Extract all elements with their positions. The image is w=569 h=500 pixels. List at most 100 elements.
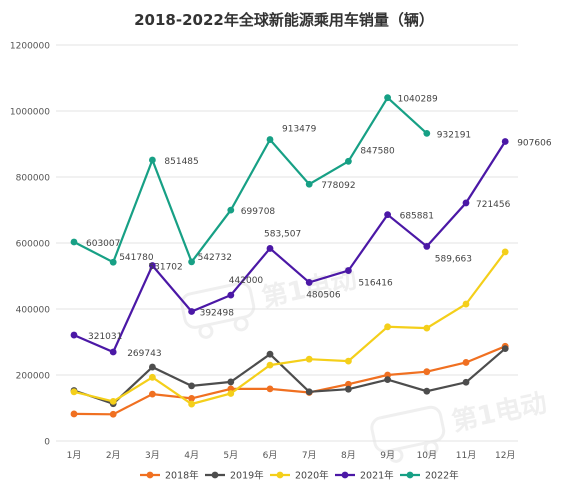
data-point: [266, 385, 274, 393]
data-point: [345, 267, 352, 274]
data-point: [384, 94, 391, 102]
data-point: [227, 378, 235, 386]
data-point: [227, 291, 235, 299]
data-point: [70, 331, 78, 339]
data-point: [109, 348, 117, 356]
data-point: [423, 324, 431, 332]
legend-label: 2022年: [425, 470, 459, 482]
data-label: 932191: [437, 130, 471, 140]
data-point: [384, 211, 391, 219]
legend-label: 2018年: [165, 470, 199, 482]
data-point: [462, 378, 470, 386]
data-label: 721456: [476, 200, 511, 210]
data-point: [70, 238, 78, 246]
data-point: [384, 323, 391, 331]
series-line: [73, 347, 506, 405]
x-tick-label: 12月: [495, 450, 515, 461]
legend-swatch-marker: [341, 471, 349, 479]
data-point: [345, 385, 352, 393]
data-point: [149, 363, 156, 371]
series-line: [73, 251, 507, 406]
data-point: [501, 248, 509, 256]
data-point: [149, 390, 156, 398]
data-point: [266, 136, 274, 143]
data-label: 847580: [360, 146, 395, 156]
y-tick-label: 1000000: [10, 108, 50, 118]
x-tick-label: 3月: [145, 450, 160, 461]
data-label: 531702: [148, 263, 182, 273]
y-tick-label: 0: [44, 438, 50, 448]
y-tick-label: 200000: [16, 372, 51, 382]
y-tick-label: 800000: [16, 174, 51, 184]
x-tick-label: 2月: [106, 450, 121, 461]
data-point: [462, 300, 470, 308]
data-point: [149, 373, 156, 381]
data-label: 851485: [164, 157, 198, 167]
legend-swatch-marker: [211, 471, 219, 479]
data-point: [188, 395, 196, 402]
x-tick-label: 7月: [302, 450, 317, 461]
data-point: [305, 355, 313, 363]
data-label: 516416: [358, 279, 393, 289]
legend-swatch-marker: [276, 471, 284, 479]
watermark-text: 第1电动: [449, 387, 549, 437]
data-point: [70, 410, 78, 418]
y-tick-label: 1200000: [10, 42, 50, 52]
data-point: [188, 400, 196, 408]
data-point: [188, 258, 196, 266]
data-label: 778092: [321, 181, 355, 191]
y-tick-label: 600000: [16, 240, 51, 250]
legend-swatch-marker: [406, 471, 414, 479]
legend-label: 2021年: [360, 470, 394, 482]
data-label: 699708: [241, 207, 276, 217]
chart-title: 2018-2022年全球新能源乘用车销量（辆）: [134, 11, 434, 29]
data-label: 589,663: [435, 254, 472, 264]
series-line: [73, 95, 428, 265]
data-label: 542732: [198, 253, 232, 263]
x-tick-label: 9月: [380, 450, 395, 461]
data-point: [345, 157, 352, 165]
legend-label: 2019年: [230, 470, 264, 482]
data-point: [462, 359, 470, 366]
series-line: [73, 345, 506, 416]
x-tick-label: 4月: [184, 450, 199, 461]
x-tick-label: 8月: [341, 450, 356, 461]
data-point: [227, 390, 235, 397]
data-point: [384, 376, 391, 384]
data-label: 480506: [306, 290, 341, 300]
data-point: [501, 345, 509, 352]
data-point: [109, 258, 117, 266]
data-label: 541780: [119, 253, 154, 263]
data-label: 321031: [88, 332, 122, 342]
data-point: [345, 380, 352, 388]
data-label: 685881: [400, 212, 434, 222]
x-tick-label: 11月: [456, 450, 476, 461]
data-point: [305, 279, 313, 286]
data-point: [305, 388, 313, 396]
x-tick-label: 5月: [223, 450, 238, 461]
data-point: [109, 398, 117, 405]
data-point: [266, 350, 274, 358]
data-point: [188, 382, 196, 390]
data-label: 907606: [517, 138, 552, 148]
data-point: [227, 206, 235, 214]
data-point: [462, 199, 470, 207]
x-tick-label: 1月: [67, 450, 82, 461]
data-label: 583,507: [264, 229, 301, 239]
series-line: [73, 140, 507, 354]
data-point: [305, 180, 313, 188]
data-label: 603007: [86, 239, 120, 249]
data-point: [423, 243, 431, 250]
y-tick-label: 400000: [16, 306, 51, 316]
data-label: 392498: [200, 308, 235, 318]
data-point: [109, 410, 117, 418]
data-label: 442000: [229, 276, 264, 286]
data-label: 913479: [282, 125, 317, 135]
data-point: [266, 361, 274, 369]
x-tick-label: 10月: [417, 450, 437, 461]
x-tick-label: 6月: [263, 450, 278, 461]
data-point: [149, 156, 156, 164]
data-point: [149, 262, 156, 269]
